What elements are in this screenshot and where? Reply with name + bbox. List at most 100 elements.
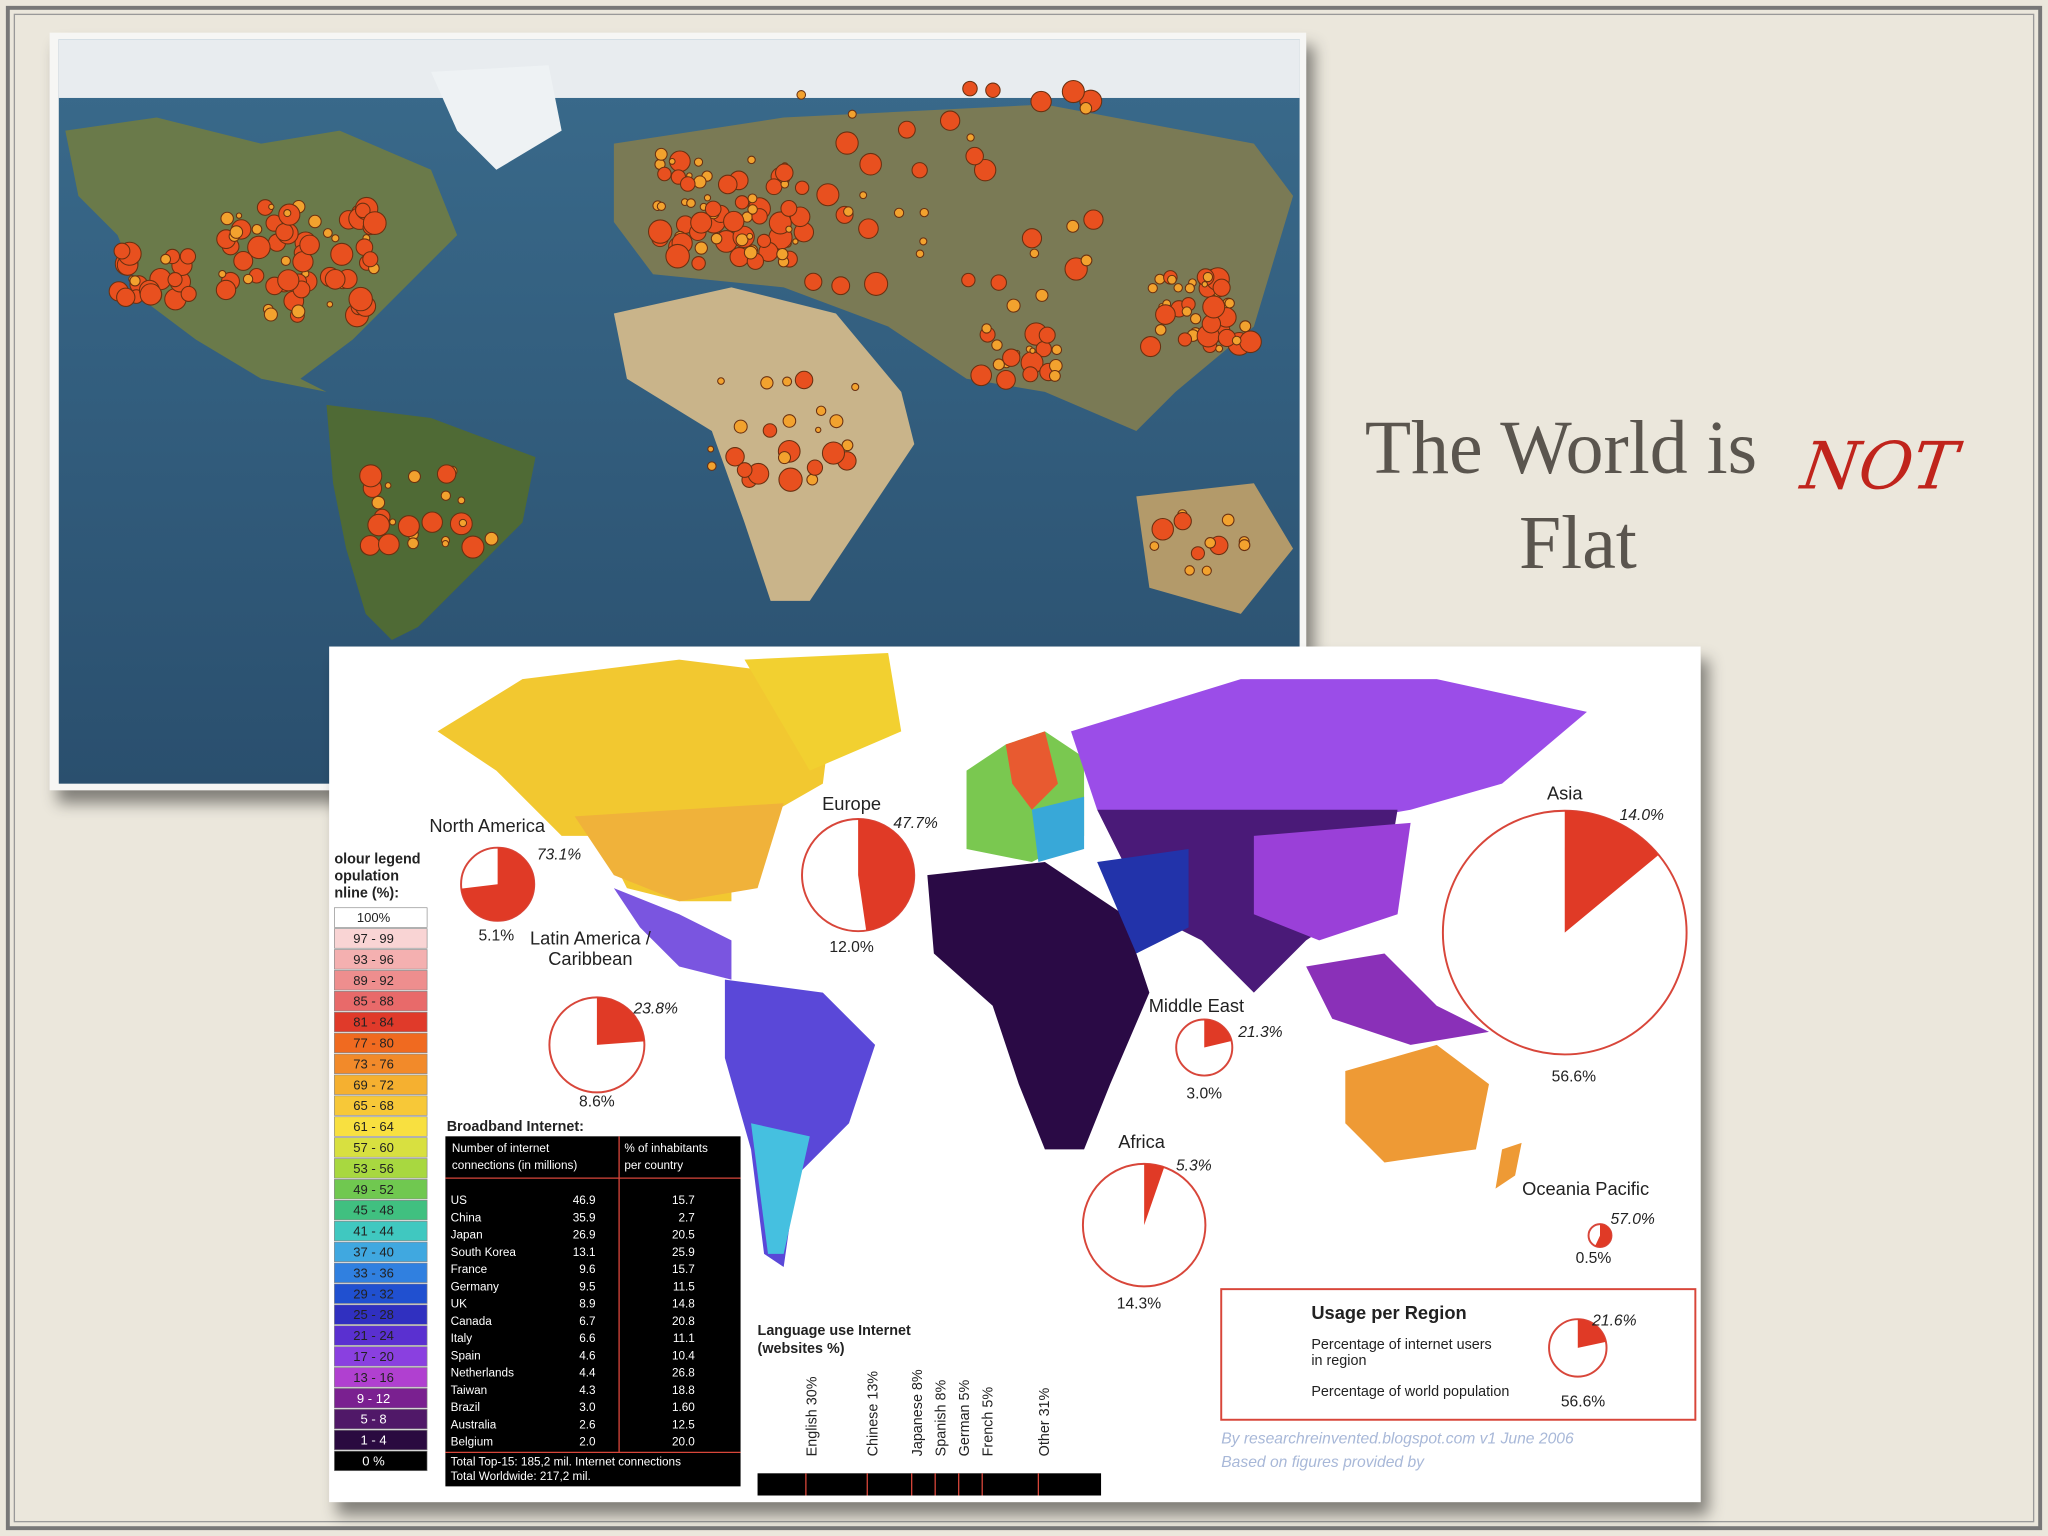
usage-text: Percentage of world population	[1311, 1384, 1509, 1400]
legend-label: 37 - 40	[353, 1244, 394, 1259]
city-dot	[690, 211, 713, 234]
population-label: 56.6%	[1552, 1068, 1596, 1085]
title-emphasis: NOT	[1795, 429, 1966, 505]
city-dot	[723, 210, 745, 233]
city-dot	[919, 207, 929, 218]
city-dot	[440, 490, 452, 501]
population-label: 8.6%	[579, 1093, 615, 1110]
table-cell: 2.6	[579, 1418, 596, 1431]
legend-label: 49 - 52	[353, 1182, 394, 1197]
city-dot	[242, 273, 254, 285]
legend-swatch	[334, 1053, 428, 1074]
city-dot	[747, 204, 758, 215]
legend-label: 97 - 99	[353, 931, 394, 946]
credit: By researchreinvented.blogspot.com v1 Ju…	[1221, 1430, 1574, 1447]
city-dot	[735, 233, 749, 247]
city-dot	[747, 193, 758, 204]
city-dot	[780, 200, 798, 217]
table-cell: 46.9	[573, 1194, 596, 1207]
city-dot	[331, 234, 340, 243]
legend-label: 100%	[357, 910, 391, 925]
legend-swatch	[334, 1283, 428, 1304]
city-dot	[973, 158, 997, 182]
city-dot	[648, 219, 673, 244]
city-dot	[1181, 306, 1193, 317]
city-dot	[1147, 283, 1158, 294]
population-label: 5.1%	[478, 927, 514, 944]
city-dot	[367, 513, 390, 537]
city-dot	[915, 249, 925, 259]
population-label: 0.5%	[1576, 1250, 1612, 1267]
city-dot	[160, 253, 172, 265]
city-dot	[1154, 324, 1167, 336]
table-cell: 12.5	[672, 1418, 695, 1431]
legend-swatch	[334, 1137, 428, 1158]
city-dot	[821, 441, 846, 465]
legend-swatch	[334, 1032, 428, 1054]
city-dot	[782, 414, 797, 428]
city-dot	[919, 237, 928, 246]
city-dot	[1167, 274, 1177, 285]
city-dot	[1029, 347, 1036, 354]
table-cell: 6.6	[579, 1332, 596, 1345]
city-dot	[686, 198, 696, 208]
city-dot	[1140, 336, 1162, 358]
city-dot	[725, 447, 745, 467]
table-cell: 8.9	[579, 1298, 595, 1311]
legend-swatch	[334, 1241, 428, 1263]
city-dot	[251, 223, 263, 235]
internet-usage-map: Usage per Region Percentage of internet …	[329, 646, 1701, 1503]
title-line: The World is	[1365, 406, 1757, 490]
city-dot	[421, 511, 443, 533]
legend-label: 1 - 4	[360, 1433, 386, 1448]
table-cell: 18.8	[672, 1384, 695, 1397]
table-cell: 9.5	[579, 1280, 596, 1293]
city-dot	[762, 423, 778, 438]
table-header: % of inhabitants	[624, 1142, 708, 1155]
legend-swatch	[334, 928, 428, 949]
city-dot	[1051, 344, 1063, 356]
legend-label: 89 - 92	[353, 973, 394, 988]
city-dot	[668, 157, 676, 165]
city-dot	[760, 376, 774, 390]
city-dot	[461, 535, 485, 559]
usage-title: Usage per Region	[1311, 1302, 1466, 1323]
legend-swatch	[334, 1116, 428, 1137]
table-cell: US	[451, 1194, 467, 1207]
city-dot	[981, 323, 992, 334]
city-dot	[322, 228, 333, 238]
region-name: Middle East	[1149, 995, 1244, 1016]
city-dot	[1190, 546, 1205, 561]
city-dot	[1151, 518, 1174, 541]
legend-label: 9 - 12	[357, 1391, 390, 1406]
legend-label: 29 - 32	[353, 1286, 394, 1301]
city-dot	[1029, 248, 1040, 259]
city-dot	[280, 255, 291, 266]
city-dot	[991, 339, 1003, 351]
legend-label: 25 - 28	[353, 1307, 394, 1322]
city-dot	[1155, 304, 1176, 325]
users-wedge	[461, 847, 535, 921]
city-dot	[765, 178, 783, 196]
city-dot	[308, 214, 322, 229]
city-dot	[717, 377, 725, 385]
city-dot	[1190, 313, 1202, 325]
table-cell: Canada	[451, 1315, 493, 1328]
table-cell: 20.8	[672, 1315, 695, 1328]
city-dot	[864, 271, 889, 296]
city-dot	[736, 462, 753, 478]
table-cell: 20.5	[672, 1229, 695, 1242]
region-name: Latin America /	[530, 927, 652, 948]
city-dot	[656, 201, 666, 211]
city-dot	[966, 133, 975, 142]
legend-swatch	[334, 1220, 428, 1242]
city-dot	[992, 358, 1005, 371]
title-line: Flat	[1519, 501, 1637, 585]
city-dot	[268, 203, 275, 210]
table-cell: 35.9	[573, 1211, 596, 1224]
land	[744, 653, 902, 771]
legend-label: 45 - 48	[353, 1203, 394, 1218]
city-dot	[1239, 320, 1252, 333]
city-dot	[1066, 219, 1080, 233]
